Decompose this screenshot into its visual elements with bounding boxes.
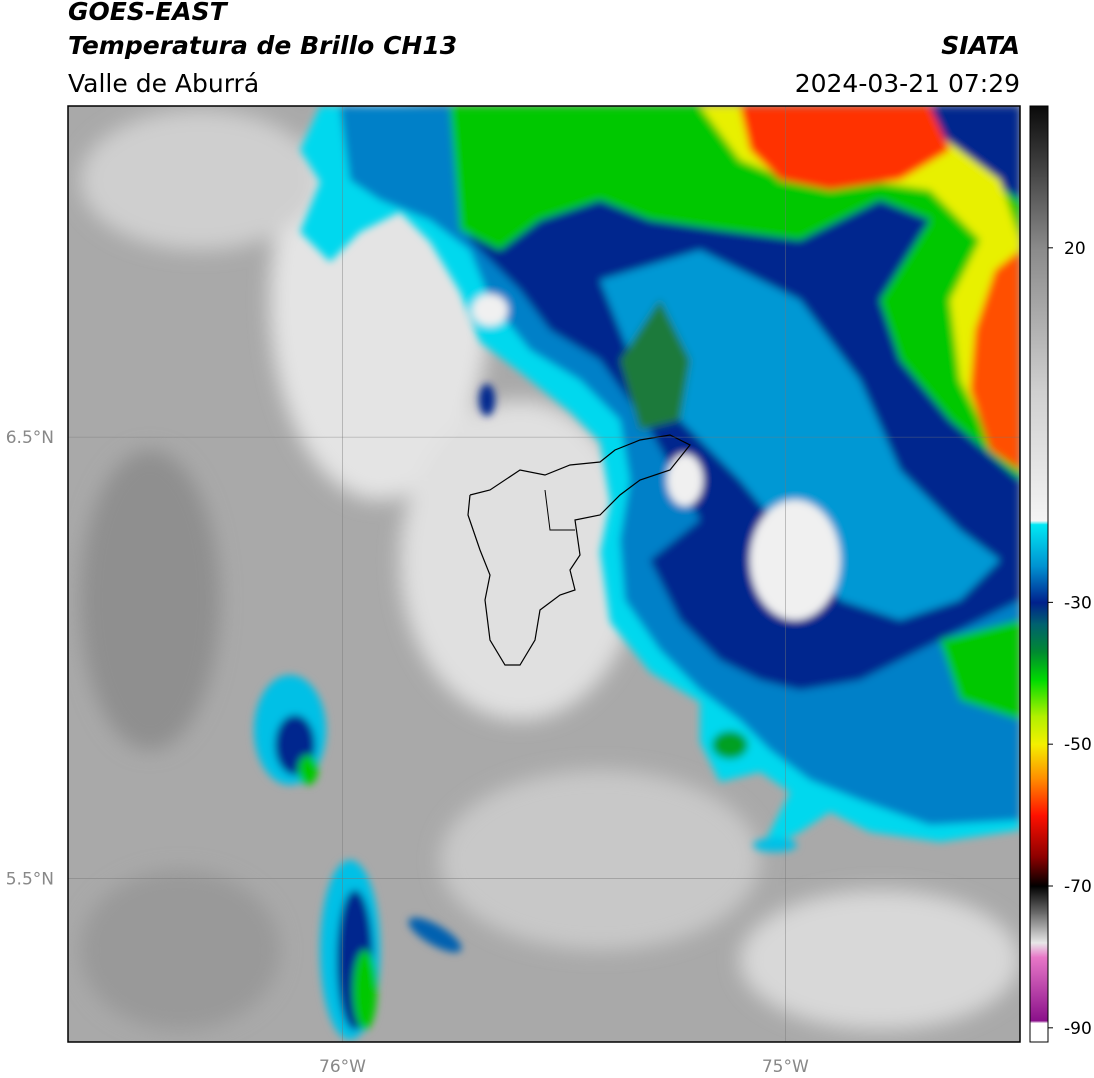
colorbar-tick-label: -70 [1064,877,1092,897]
subtitle: Temperatura de Brillo CH13 [68,31,457,60]
colorbar-segment [1030,815,1048,859]
colorbar-segment [1030,1020,1048,1024]
colorbar-tick-label: -90 [1064,1019,1092,1039]
region: Valle de Aburrá [68,69,259,98]
colorbar-segment [1030,623,1048,653]
colorbar-segment [1030,942,1048,958]
timestamp: 2024-03-21 07:29 [795,69,1020,98]
colorbar-segment [1030,520,1048,525]
title: GOES-EAST [68,0,229,26]
colorbar-segment [1030,715,1048,745]
satellite-image [68,106,1020,1042]
colorbar-segment [1030,1022,1048,1043]
colorbar-segment [1030,914,1048,944]
colorbar-tick-label: 20 [1064,239,1086,259]
colorbar-frame [1029,105,1049,1043]
lon-tick-label: 76°W [319,1057,366,1077]
lat-tick-label: 6.5°N [6,428,54,448]
colorbar-segment [1030,857,1048,887]
colorbar-segment [1030,566,1048,603]
colorbar-segment [1030,744,1048,781]
lat-tick-label: 5.5°N [6,870,54,890]
colorbar-segment [1030,602,1048,625]
colorbar-tick-label: -50 [1064,735,1092,755]
colorbar-segment [1030,389,1048,522]
colorbar-segment [1030,247,1048,391]
colorbar-segment [1030,886,1048,915]
colorbar-segment [1030,176,1048,249]
colorbar-segment [1030,652,1048,681]
colorbar-segment [1030,524,1048,568]
colorbar-tick-label: -30 [1064,593,1092,613]
map-frame [67,105,1021,1043]
colorbar-segment [1030,956,1048,1022]
source: SIATA [941,31,1020,60]
colorbar-segment [1030,680,1048,717]
colorbar-segment [1030,106,1048,178]
colorbar-segment [1030,779,1048,816]
lon-tick-label: 75°W [762,1057,809,1077]
